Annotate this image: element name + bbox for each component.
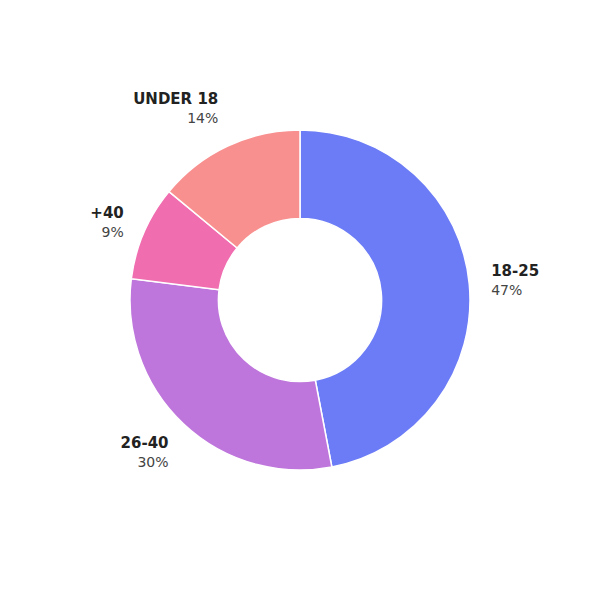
value-label: 47% (491, 282, 522, 298)
category-label: 26-40 (121, 434, 169, 452)
category-label: UNDER 18 (133, 90, 218, 108)
category-label: +40 (90, 204, 123, 222)
value-label: 30% (137, 454, 168, 470)
category-label: 18-25 (491, 262, 539, 280)
chart-container: 18-25 47% 26-40 30% +40 9% UNDER 18 14% (0, 0, 600, 600)
value-label: 9% (102, 224, 124, 240)
slice (300, 130, 470, 467)
value-label: 14% (187, 110, 218, 126)
slice (169, 130, 300, 248)
chart-svg: 18-25 47% 26-40 30% +40 9% UNDER 18 14% (0, 0, 600, 600)
labels: 18-25 47% 26-40 30% +40 9% UNDER 18 14% (90, 90, 539, 470)
slices (130, 130, 470, 470)
